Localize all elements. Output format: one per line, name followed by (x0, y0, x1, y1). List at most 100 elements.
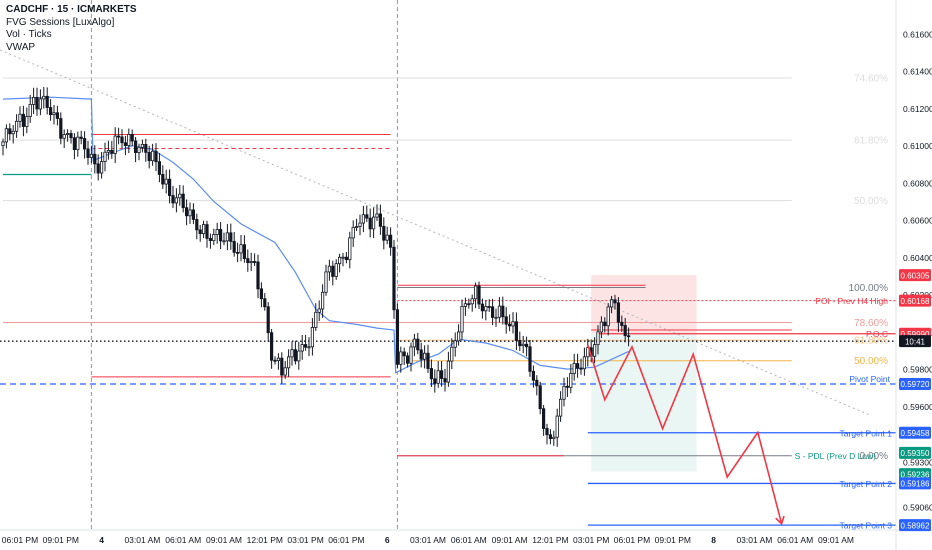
candle-body (120, 136, 124, 144)
candle-body (147, 151, 151, 162)
candle-body (422, 352, 427, 360)
price-tag (899, 446, 931, 459)
candle-body (229, 232, 233, 242)
price-tick-label: 0.59060 (903, 502, 932, 512)
candle-body (494, 316, 498, 319)
poc-label: P.O.C (866, 329, 888, 339)
candle-body (555, 415, 559, 438)
candle-body (293, 349, 298, 362)
price-tag-label: 0.58962 (901, 521, 930, 530)
candle-body (18, 113, 22, 122)
candle-body (548, 434, 553, 440)
trendline (0, 49, 871, 416)
price-tag (899, 519, 931, 532)
candle-body (443, 378, 447, 383)
candle-body (181, 193, 185, 209)
candle-body (528, 346, 532, 372)
candle-body (569, 373, 573, 388)
level-label-1: 78.60% (854, 318, 888, 329)
candle-body (191, 209, 195, 220)
candle-body (4, 128, 8, 143)
candle-body (198, 229, 202, 235)
candle-body (535, 379, 539, 387)
time-tick-label: 03:01 AM (124, 535, 160, 545)
candle-body (368, 217, 372, 230)
symbol-title[interactable]: CADCHF · 15 · ICMARKETS (6, 4, 137, 15)
chart-legend: CADCHF · 15 · ICMARKETS FVG Sessions [Lu… (6, 4, 137, 54)
candle-body (123, 142, 127, 146)
time-tick-label: 09:01 AM (492, 535, 528, 545)
projection-layer (587, 344, 785, 526)
candle-body (511, 321, 515, 327)
candle-body (531, 370, 536, 381)
candle-body (327, 265, 332, 273)
indicator-volume[interactable]: Vol · Ticks (6, 29, 52, 40)
candle-body (154, 150, 158, 163)
candle-body (388, 234, 393, 248)
target-label-2: Target Point 2 (840, 479, 893, 489)
candle-body (117, 135, 121, 138)
candle-body (507, 323, 512, 327)
time-tick-label: 06:01 AM (165, 535, 201, 545)
time-tick-label: 8 (711, 535, 716, 545)
candle-body (572, 363, 576, 374)
candle-body (62, 134, 66, 139)
candle-body (559, 398, 563, 417)
candle-body (150, 150, 155, 162)
price-tag (899, 426, 931, 439)
candle-body (467, 303, 471, 306)
time-tick-label: 03:01 PM (573, 535, 609, 545)
candle-body (171, 195, 175, 204)
candle-body (290, 349, 294, 358)
candle-body (348, 237, 352, 261)
candle-body (76, 136, 80, 151)
vwap-line (2, 96, 629, 374)
target-label-1: Target Point 1 (840, 428, 893, 438)
candle-body (52, 112, 56, 116)
projection-arrowhead (775, 515, 785, 526)
candle-body (246, 258, 250, 264)
candle-body (334, 263, 338, 277)
price-tag-label: 0.59720 (901, 380, 930, 389)
poi-label: POI - Prev H4 High (815, 296, 888, 306)
price-tag-label: 0.59458 (901, 429, 930, 438)
candle-body (215, 229, 219, 235)
candle-body (586, 347, 590, 358)
indicator-vwap[interactable]: VWAP (6, 41, 36, 53)
indicator-fvg[interactable]: FVG Sessions [LuxAlgo] (6, 16, 115, 28)
candle-body (565, 385, 570, 388)
candle-body (42, 95, 46, 100)
time-tick-label: 03:01 AM (410, 535, 446, 545)
candle-body (35, 96, 39, 110)
candle-body (623, 325, 627, 337)
candle-body (232, 241, 236, 253)
zones-layer (591, 275, 697, 472)
candle-body (463, 303, 468, 307)
candle-body (542, 408, 546, 429)
candle-body (579, 367, 583, 370)
levels-layer (0, 49, 896, 526)
candle-body (205, 224, 209, 239)
candle-body (167, 178, 172, 196)
grid-layer (90, 0, 398, 530)
candle-body (72, 137, 76, 151)
time-tick-label: 09:01 AM (818, 535, 854, 545)
candle-body (252, 261, 257, 263)
time-tick-label: 03:01 AM (736, 535, 772, 545)
candle-body (593, 344, 597, 357)
candle-body (161, 174, 165, 185)
candle-body (300, 344, 304, 352)
price-tick-label: 0.59800 (903, 365, 932, 375)
time-tick-label: 06:01 AM (777, 535, 813, 545)
candle-body (497, 305, 502, 318)
candle-body (127, 134, 131, 146)
price-tag-label: 0.59350 (901, 449, 930, 458)
candle-body (218, 229, 223, 242)
candle-body (276, 357, 281, 362)
candle-body (371, 216, 376, 230)
candle-body (1, 141, 5, 147)
candle-body (545, 428, 549, 436)
level-label-2: 61.80% (854, 336, 888, 347)
